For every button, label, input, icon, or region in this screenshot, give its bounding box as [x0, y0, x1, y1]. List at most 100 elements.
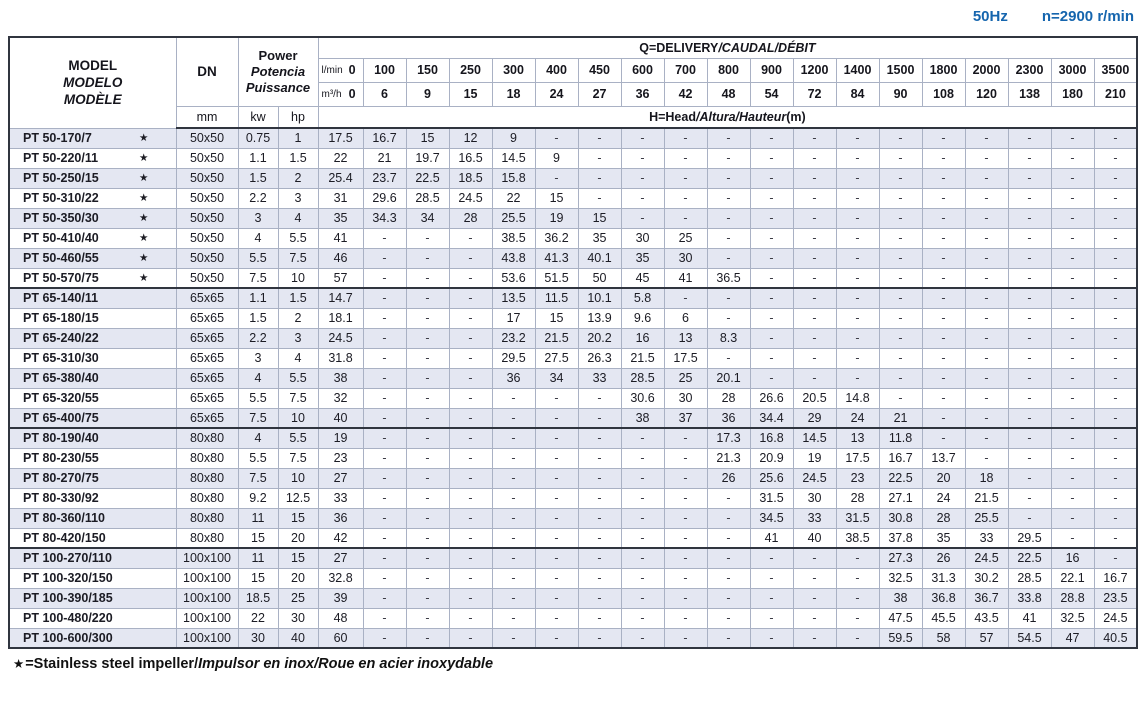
head-value-cell: -	[792, 187, 837, 209]
head-value-cell: -	[448, 367, 493, 389]
power-label-es: Potencia	[250, 63, 306, 79]
model-name: PT 50-250/15	[23, 171, 99, 185]
dn-cell: 65x65	[175, 407, 239, 429]
head-value-cell: 6	[663, 307, 708, 329]
head-value-cell: -	[706, 347, 751, 369]
head-value-cell: 30	[620, 227, 665, 249]
head-value-cell: 25.4	[317, 167, 364, 189]
head-value-cell: -	[491, 527, 536, 549]
head-value-cell: 17	[491, 307, 536, 329]
table-row: PT 80-360/110 80x80 11 15 36- - - - - - - - -34.5 33 3…	[8, 507, 1138, 529]
head-value-cell: -	[362, 227, 407, 249]
head-value-cell: 27.1	[878, 487, 923, 509]
head-value-cell: -	[921, 227, 966, 249]
head-value-cell: 36.7	[964, 587, 1009, 609]
head-value-cell: -	[620, 467, 665, 489]
head-value-cell: -	[706, 207, 751, 229]
hp-cell: 30	[277, 607, 319, 629]
head-value-cell: -	[1007, 487, 1052, 509]
head-value-cell: 28	[835, 487, 880, 509]
head-value-cell: -	[577, 527, 622, 549]
head-value-cell: -	[964, 327, 1009, 349]
model-cell: PT 100-600/300	[8, 627, 177, 649]
model-name: PT 80-360/110	[23, 511, 106, 525]
head-value-cell: -	[491, 427, 536, 449]
head-value-cell: -	[835, 167, 880, 189]
head-value-cell: 18	[964, 467, 1009, 489]
head-value-cell: 46	[317, 247, 364, 269]
head-value-cell: 27.5	[534, 347, 579, 369]
table-row: PT 50-410/40 ★ 50x50 4 5.5 41- - -38.5 36.2 35 30 2…	[8, 227, 1138, 249]
head-value-cell: 27	[317, 547, 364, 569]
head-value-cell: -	[405, 587, 450, 609]
head-value-cell: -	[1093, 427, 1138, 449]
head-value-cell: -	[749, 307, 794, 329]
head-value-cell: -	[405, 447, 450, 469]
head-value-cell: -	[878, 307, 923, 329]
model-name: PT 65-240/22	[23, 331, 99, 345]
head-value-cell: -	[577, 167, 622, 189]
model-name: PT 100-270/110	[23, 551, 112, 566]
head-value-cell: 29.6	[362, 187, 407, 209]
head-value-cell: -	[1007, 407, 1052, 429]
kw-cell: 18.5	[237, 587, 279, 609]
head-value-cell: 14.5	[792, 427, 837, 449]
kw-cell: 1.1	[237, 287, 279, 309]
model-name: PT 50-460/55	[23, 251, 99, 265]
head-value-cell: 21.3	[706, 447, 751, 469]
head-value-cell: 30	[792, 487, 837, 509]
head-value-cell: -	[749, 547, 794, 569]
head-value-cell: -	[448, 587, 493, 609]
delivery-title-en: Q=DELIVERY	[639, 40, 719, 55]
table-row: PT 80-270/75 80x80 7.5 10 27- - - - - - - -26 25.6 24…	[8, 467, 1138, 489]
lmin-value: 1500	[878, 57, 923, 83]
head-value-cell: -	[749, 127, 794, 149]
model-cell: PT 50-350/30 ★	[8, 207, 177, 229]
hp-cell: 1	[277, 127, 319, 149]
head-value-cell: -	[663, 527, 708, 549]
head-value-cell: -	[706, 547, 751, 569]
table-row: PT 100-320/150 100x100 15 20 32.8- - - - - - - - - - -…	[8, 567, 1138, 589]
head-value-cell: 22.5	[1007, 547, 1052, 569]
lmin-value: 450	[577, 57, 622, 83]
head-value-cell: -	[534, 127, 579, 149]
head-value-cell: 36	[706, 407, 751, 429]
head-value-cell: -	[577, 507, 622, 529]
table-row: PT 50-170/7 ★ 50x50 0.75 1 17.5 16.7 15 12 9- - - - -…	[8, 127, 1138, 149]
hp-header: hp	[277, 105, 319, 129]
head-value-cell: 59.5	[878, 627, 923, 649]
head-value-cell: -	[1093, 227, 1138, 249]
model-cell: PT 80-230/55	[8, 447, 177, 469]
table-row: PT 65-140/11 65x65 1.1 1.5 14.7- - -13.5 11.5 10…	[8, 287, 1138, 309]
head-value-cell: -	[835, 127, 880, 149]
head-value-cell: 39	[317, 587, 364, 609]
model-label-fr: MODÈLE	[63, 92, 122, 108]
head-value-cell: -	[878, 267, 923, 289]
head-value-cell: -	[663, 127, 708, 149]
lmin-value: 300	[491, 57, 536, 83]
head-value-cell: -	[1093, 147, 1138, 169]
head-value-cell: -	[491, 447, 536, 469]
head-value-cell: 31.5	[835, 507, 880, 529]
model-cell: PT 50-570/75 ★	[8, 267, 177, 289]
head-value-cell: -	[663, 607, 708, 629]
head-value-cell: 24.5	[317, 327, 364, 349]
stainless-star-icon: ★	[139, 271, 149, 284]
head-value-cell: -	[835, 607, 880, 629]
dn-cell: 50x50	[175, 187, 239, 209]
head-value-cell: -	[362, 507, 407, 529]
head-value-cell: -	[1093, 187, 1138, 209]
hp-cell: 25	[277, 587, 319, 609]
head-value-cell: 28.5	[405, 187, 450, 209]
head-value-cell: 22.5	[878, 467, 923, 489]
head-value-cell: -	[964, 387, 1009, 409]
model-name: PT 50-350/30	[23, 211, 99, 225]
head-value-cell: 50	[577, 267, 622, 289]
head-value-cell: -	[706, 287, 751, 309]
m3h-value: 36	[620, 81, 665, 107]
table-row: PT 100-270/110 100x100 11 15 27- - - - - - - - - - - -2…	[8, 547, 1138, 569]
head-value-cell: 29	[792, 407, 837, 429]
head-value-cell: -	[792, 247, 837, 269]
head-value-cell: -	[405, 467, 450, 489]
head-value-cell: 40	[317, 407, 364, 429]
